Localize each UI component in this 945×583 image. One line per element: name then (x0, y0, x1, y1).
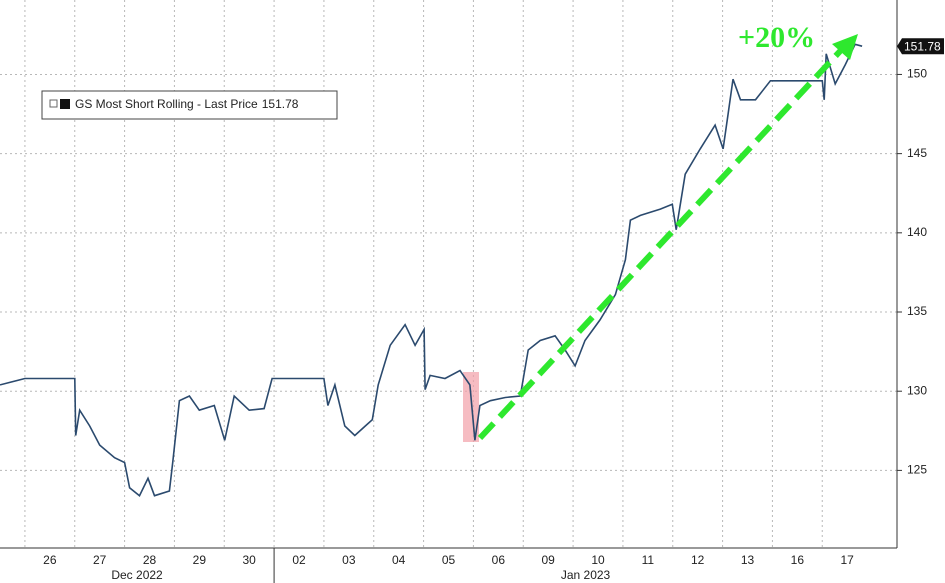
legend-label: GS Most Short Rolling - Last Price (75, 97, 258, 111)
x-tick-label: 12 (691, 553, 705, 567)
legend-value: 151.78 (262, 97, 299, 111)
y-tick-label: 140 (907, 225, 927, 239)
y-tick-label: 130 (907, 383, 927, 397)
price-line (0, 43, 863, 497)
trend-arrow (477, 45, 846, 441)
x-tick-label: 13 (741, 553, 755, 567)
annotation: +20% (738, 21, 815, 54)
x-tick-label: 10 (591, 553, 605, 567)
y-tick-label: 135 (907, 304, 927, 318)
x-tick-label: 05 (442, 553, 456, 567)
x-tick-label: 11 (642, 553, 655, 567)
y-tick-label: 150 (907, 67, 927, 81)
highlight (463, 372, 479, 442)
x-tick-label: 27 (93, 553, 107, 567)
x-tick-label: 17 (840, 553, 854, 567)
x-tick-label: 02 (292, 553, 306, 567)
legend-box (41, 90, 338, 120)
arrow-head (832, 34, 858, 60)
x-tick-label: 30 (242, 553, 256, 567)
x-tick-label: 06 (492, 553, 506, 567)
x-group-label: Dec 2022 (111, 568, 163, 582)
x-tick-label: 28 (143, 553, 157, 567)
last-price-tag (897, 38, 944, 55)
y-tick-label: 125 (907, 463, 927, 477)
x-tick-label: 26 (43, 553, 57, 567)
y-tick-label: 145 (907, 146, 927, 160)
x-group-label: Jan 2023 (561, 568, 611, 582)
x-tick-label: 04 (392, 553, 406, 567)
x-tick-label: 29 (193, 553, 207, 567)
x-tick-label: 03 (342, 553, 356, 567)
legend-toggle (49, 99, 58, 108)
x-tick-label: 09 (541, 553, 555, 567)
legend-text: GS Most Short Rolling - Last Price 151.78 (75, 97, 299, 111)
last-price-label: 151.78 (904, 39, 941, 53)
x-tick-label: 16 (791, 553, 805, 567)
legend-swatch (60, 99, 70, 109)
